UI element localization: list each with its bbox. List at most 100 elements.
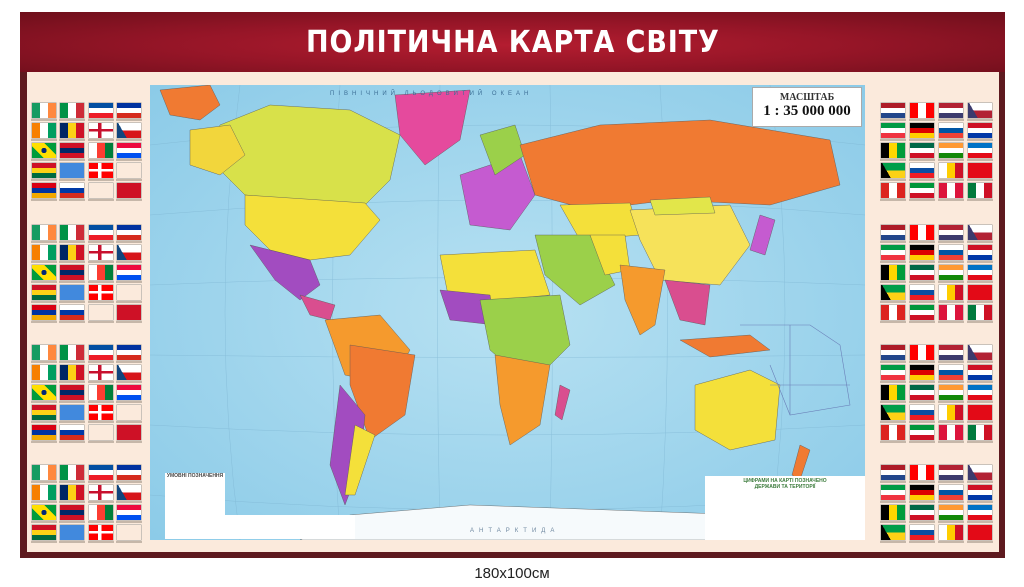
flag-caption bbox=[938, 179, 964, 181]
flag-caption bbox=[116, 381, 142, 383]
flag-caption bbox=[967, 241, 993, 243]
flag-caption bbox=[116, 139, 142, 141]
flag-caption bbox=[116, 199, 142, 201]
left-flag-icon bbox=[60, 525, 84, 540]
flag-caption bbox=[31, 401, 57, 403]
right-flag-icon bbox=[881, 285, 905, 300]
left-flag-icon bbox=[60, 385, 84, 400]
scale-value: 1 : 35 000 000 bbox=[763, 103, 851, 119]
left-flag-icon bbox=[117, 265, 141, 280]
left-flag-icon bbox=[60, 265, 84, 280]
flag-caption bbox=[967, 421, 993, 423]
left-flag-icon bbox=[60, 425, 84, 440]
right-flag-icon bbox=[910, 265, 934, 280]
left-flag-icon bbox=[32, 465, 56, 480]
flag-caption bbox=[938, 119, 964, 121]
flag-caption bbox=[938, 321, 964, 323]
left-flag-icon bbox=[60, 505, 84, 520]
left-flag-icon bbox=[89, 465, 113, 480]
russia bbox=[519, 119, 841, 211]
numbered-list-title: ЦИФРАМИ НА КАРТІ ПОЗНАЧЕНО ДЕРЖАВИ ТА ТЕ… bbox=[743, 478, 827, 490]
flag-caption bbox=[909, 139, 935, 141]
flag-caption bbox=[880, 159, 906, 161]
flag-caption bbox=[938, 281, 964, 283]
flag-caption bbox=[88, 301, 114, 303]
right-flag-icon bbox=[910, 345, 934, 360]
right-flag-icon bbox=[910, 465, 934, 480]
right-flag-icon bbox=[939, 143, 963, 158]
flag-caption bbox=[938, 241, 964, 243]
flag-caption bbox=[909, 281, 935, 283]
south-africa bbox=[494, 354, 551, 446]
right-flag-icon bbox=[968, 485, 992, 500]
flag-caption bbox=[880, 321, 906, 323]
right-flag-icon bbox=[939, 163, 963, 178]
flag-caption bbox=[59, 261, 85, 263]
right-flag-icon bbox=[968, 525, 992, 540]
flag-caption bbox=[116, 501, 142, 503]
numbered-list-panel: ЦИФРАМИ НА КАРТІ ПОЗНАЧЕНО ДЕРЖАВИ ТА ТЕ… bbox=[705, 476, 865, 540]
left-flag-icon bbox=[117, 183, 141, 198]
left-flag-icon bbox=[89, 285, 113, 300]
right-flag-icon bbox=[939, 305, 963, 320]
right-flag-icon bbox=[939, 345, 963, 360]
left-flag-icon bbox=[60, 345, 84, 360]
flag-caption bbox=[880, 481, 906, 483]
legend-title: УМОВНІ ПОЗНАЧЕННЯ bbox=[166, 473, 224, 479]
left-flag-icon bbox=[117, 245, 141, 260]
flag-caption bbox=[31, 159, 57, 161]
flag-caption bbox=[88, 199, 114, 201]
flag-caption bbox=[116, 321, 142, 323]
middle-east bbox=[534, 234, 616, 306]
right-flag-icon bbox=[968, 225, 992, 240]
flag-caption bbox=[116, 261, 142, 263]
flag-caption bbox=[59, 441, 85, 443]
left-flag-icon bbox=[117, 163, 141, 178]
right-flag-icon bbox=[939, 245, 963, 260]
right-flag-icon bbox=[910, 525, 934, 540]
flag-caption bbox=[31, 501, 57, 503]
right-flag-icon bbox=[910, 143, 934, 158]
flag-caption bbox=[880, 241, 906, 243]
right-flag-icon bbox=[881, 365, 905, 380]
left-flag-icon bbox=[32, 225, 56, 240]
right-flag-icon bbox=[910, 365, 934, 380]
left-flag-icon bbox=[32, 345, 56, 360]
left-flag-icon bbox=[32, 245, 56, 260]
mexico bbox=[249, 244, 321, 301]
flag-caption bbox=[116, 421, 142, 423]
right-flag-icon bbox=[939, 365, 963, 380]
flag-caption bbox=[116, 361, 142, 363]
left-flag-icon bbox=[89, 265, 113, 280]
flag-caption bbox=[967, 261, 993, 263]
flag-caption bbox=[59, 501, 85, 503]
flag-caption bbox=[967, 361, 993, 363]
flag-caption bbox=[967, 281, 993, 283]
left-flag-icon bbox=[60, 365, 84, 380]
flag-caption bbox=[938, 401, 964, 403]
left-flag-icon bbox=[89, 485, 113, 500]
flag-caption bbox=[880, 139, 906, 141]
flag-caption bbox=[31, 421, 57, 423]
right-flag-icon bbox=[881, 163, 905, 178]
flag-caption bbox=[88, 241, 114, 243]
right-flag-icon bbox=[910, 245, 934, 260]
flag-caption bbox=[31, 281, 57, 283]
right-flag-icon bbox=[939, 183, 963, 198]
left-flag-icon bbox=[89, 345, 113, 360]
world-map: ПІВНІЧНИЙ ЛЬОДОВИТИЙ ОКЕАН АНТАРКТИДА bbox=[150, 85, 865, 540]
left-flag-icon bbox=[60, 305, 84, 320]
flag-caption bbox=[59, 421, 85, 423]
flag-caption bbox=[967, 501, 993, 503]
flag-caption bbox=[880, 501, 906, 503]
flag-caption bbox=[909, 381, 935, 383]
left-flag-icon bbox=[117, 505, 141, 520]
left-flag-icon bbox=[89, 305, 113, 320]
flag-caption bbox=[909, 159, 935, 161]
china bbox=[629, 204, 751, 286]
flag-caption bbox=[88, 381, 114, 383]
right-flag-icon bbox=[881, 385, 905, 400]
flag-caption bbox=[909, 481, 935, 483]
right-flag-icon bbox=[968, 123, 992, 138]
flag-caption bbox=[880, 381, 906, 383]
